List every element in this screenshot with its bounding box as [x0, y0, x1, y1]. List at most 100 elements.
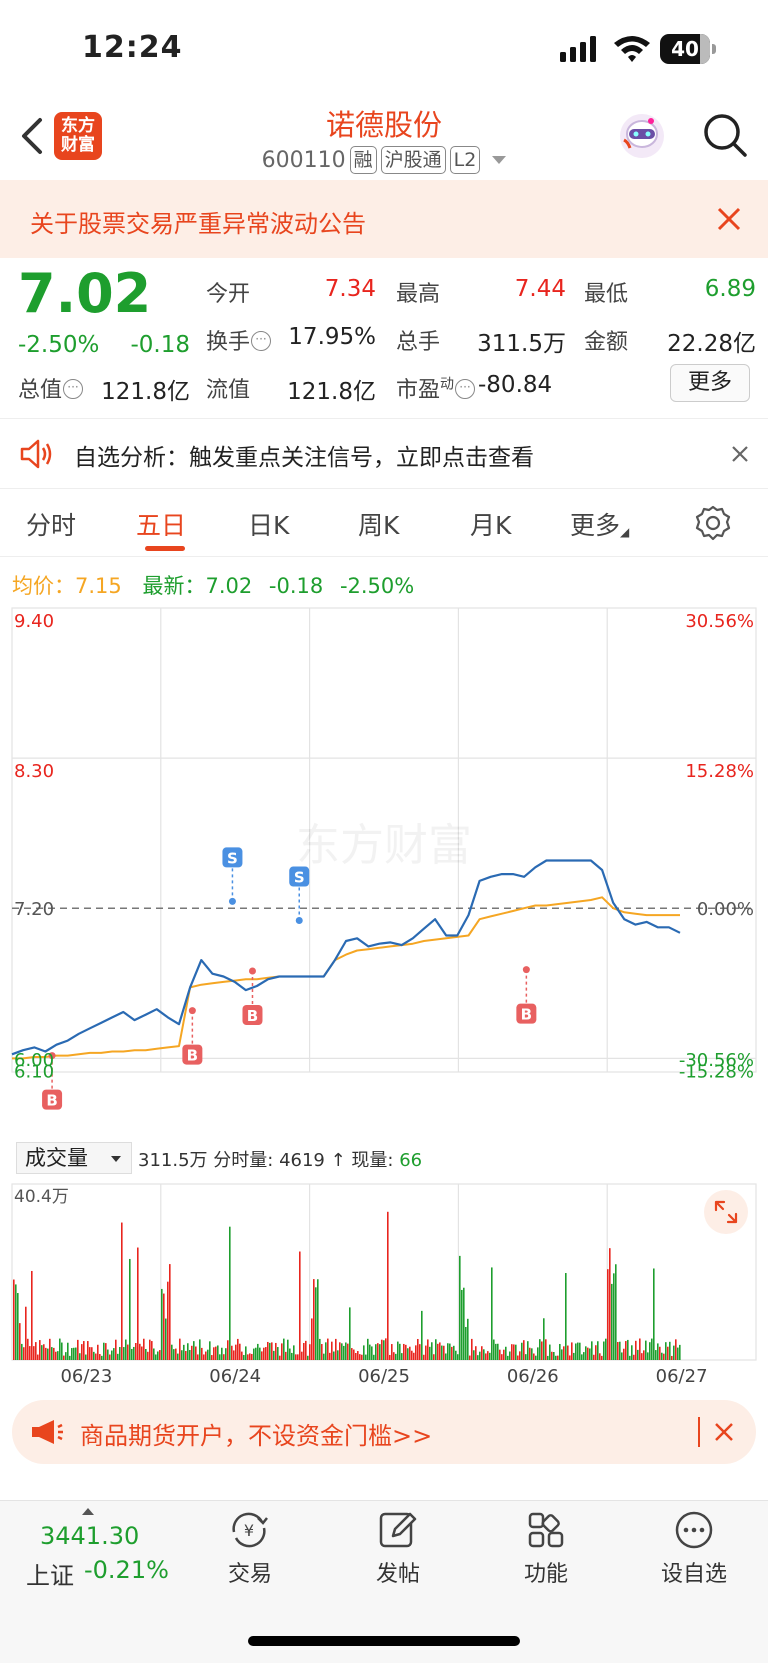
gear-icon[interactable]	[694, 504, 732, 542]
app-logo[interactable]: 东方 财富	[54, 112, 102, 160]
volume-bar	[105, 1343, 107, 1360]
nav-functions[interactable]: 功能	[523, 1562, 568, 1587]
announcement-banner[interactable]	[0, 180, 768, 258]
tab-daily-k[interactable]: 日K	[248, 511, 290, 540]
more-button[interactable]: 更多	[670, 364, 750, 402]
volume-bar	[461, 1289, 463, 1360]
volume-bar	[297, 1354, 299, 1360]
volume-bar	[229, 1226, 231, 1360]
promo-banner[interactable]	[12, 1400, 756, 1464]
apps-grid-icon[interactable]	[526, 1510, 568, 1550]
volume-bar	[381, 1339, 383, 1360]
volume-bar	[249, 1353, 251, 1360]
volume-bar	[55, 1351, 57, 1360]
volume-bar	[315, 1287, 317, 1360]
volume-bar	[219, 1354, 221, 1360]
volume-bar	[425, 1345, 427, 1360]
stock-subtitle[interactable]: 600110 融 沪股通 L2	[0, 146, 768, 174]
volume-bar	[29, 1346, 31, 1360]
nav-trade[interactable]: 交易	[227, 1562, 272, 1587]
speaker-icon	[20, 439, 52, 469]
close-icon[interactable]	[730, 444, 750, 464]
volume-bar	[623, 1348, 625, 1360]
volume-bar	[47, 1348, 49, 1360]
volume-bar	[197, 1354, 199, 1360]
volume-bar	[317, 1279, 319, 1360]
more-circle-icon[interactable]	[673, 1510, 715, 1550]
nav-post[interactable]: 发帖	[375, 1562, 420, 1587]
info-icon[interactable]: ···	[63, 379, 84, 399]
trade-marker-badge	[289, 866, 310, 887]
search-icon[interactable]	[702, 112, 748, 158]
chevron-down-icon[interactable]	[492, 156, 507, 164]
tab-five-day[interactable]: 五日	[136, 511, 187, 540]
five-day-price-chart[interactable]: 东方财富 B B B S S B 9.40 30.56% 8.30 15.28% 7.20 0.00…	[0, 600, 768, 1140]
analysis-banner-text[interactable]: 自选分析：触发重点关注信号，立即点击查看	[74, 445, 534, 471]
index-percent[interactable]: -0.21%	[84, 1556, 169, 1584]
nav-add-watchlist[interactable]: 设自选	[660, 1562, 727, 1587]
robot-assistant-icon[interactable]	[618, 112, 666, 160]
tag-margin: 融	[349, 146, 377, 174]
volume-bar	[65, 1352, 67, 1360]
volume-bar	[259, 1347, 261, 1360]
indicator-selector[interactable]: 成交量	[16, 1142, 132, 1174]
volume-bar	[139, 1343, 141, 1360]
trade-icon[interactable]: ¥	[228, 1510, 270, 1550]
volume-bar	[571, 1342, 573, 1360]
edit-post-icon[interactable]	[377, 1510, 419, 1550]
volume-bar	[567, 1345, 569, 1360]
volume-bar	[13, 1279, 15, 1360]
volume-bar	[231, 1345, 233, 1360]
volume-total: 311.5万	[138, 1150, 208, 1171]
volume-bar	[431, 1342, 433, 1360]
tab-more[interactable]: 更多◢	[570, 511, 630, 540]
chart-frame	[11, 607, 757, 1073]
volume-bar	[225, 1348, 227, 1360]
volume-bar	[521, 1342, 523, 1360]
expand-icon[interactable]	[704, 1190, 748, 1234]
volume-bar	[485, 1353, 487, 1360]
announcement-text[interactable]: 关于股票交易严重异常波动公告	[30, 210, 366, 238]
volume-bar	[609, 1248, 611, 1360]
close-icon[interactable]	[716, 206, 742, 232]
volume-bar	[653, 1268, 655, 1360]
volume-bar	[309, 1344, 311, 1360]
trade-marker-label: B	[247, 1007, 258, 1025]
volume-bar	[15, 1284, 17, 1360]
tab-intraday[interactable]: 分时	[26, 511, 77, 540]
volume-bar	[93, 1351, 95, 1360]
tab-monthly-k[interactable]: 月K	[470, 511, 512, 540]
volume-bar	[181, 1350, 183, 1360]
index-name[interactable]: 上证	[26, 1562, 74, 1590]
y-tick-percent-label: -30.56%	[679, 1050, 754, 1071]
promo-text[interactable]: 商品期货开户，不设资金门槛>>	[80, 1422, 433, 1450]
divider	[0, 488, 768, 489]
chevron-down-icon	[111, 1156, 121, 1162]
volume-chart[interactable]: 40.4万 06/23 06/24 06/25 06/26 06/27	[0, 1176, 768, 1386]
info-icon[interactable]: ···	[251, 331, 272, 351]
volume-bar	[61, 1342, 63, 1360]
index-value[interactable]: 3441.30	[40, 1522, 140, 1550]
caret-up-icon[interactable]	[82, 1508, 94, 1515]
volume-bar	[487, 1351, 489, 1360]
volume-bar	[641, 1353, 643, 1360]
volume-bar	[593, 1354, 595, 1360]
low-value: 6.89	[704, 276, 756, 302]
volume-bar	[547, 1355, 549, 1360]
close-icon[interactable]	[714, 1422, 734, 1442]
avg-label: 均价：	[12, 574, 75, 598]
back-icon[interactable]	[18, 116, 48, 156]
high-value: 7.44	[514, 276, 566, 302]
volume-bar	[171, 1344, 173, 1360]
volume-bar	[627, 1339, 629, 1360]
info-icon[interactable]: ···	[455, 379, 476, 399]
price-line	[11, 859, 681, 1056]
volume-bar	[615, 1264, 617, 1360]
volume-bar	[261, 1351, 263, 1360]
volume-bar	[595, 1345, 597, 1360]
volume-bar	[131, 1348, 133, 1360]
pe-label: 市盈动 ···	[396, 372, 476, 404]
volume-bar	[355, 1353, 357, 1360]
tab-weekly-k[interactable]: 周K	[358, 511, 400, 540]
volume-bar	[667, 1346, 669, 1360]
